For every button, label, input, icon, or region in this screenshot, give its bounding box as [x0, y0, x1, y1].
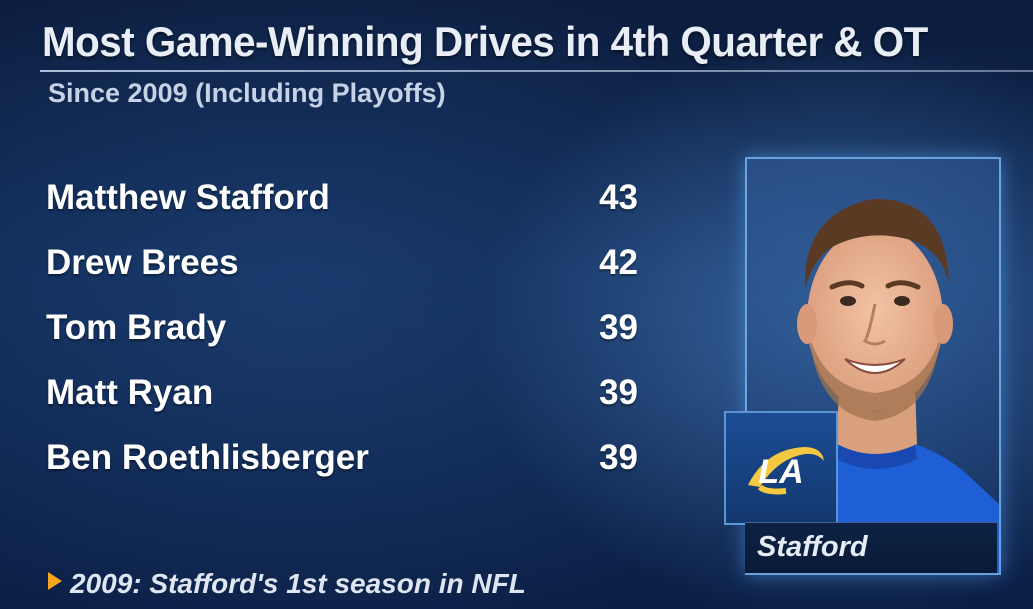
list-item: Ben Roethlisberger 39: [46, 438, 646, 503]
drive-count: 39: [599, 308, 638, 347]
player-name-bar: Stafford: [745, 522, 997, 573]
title-divider: [40, 70, 1033, 72]
drive-count: 42: [599, 243, 638, 282]
page-subtitle: Since 2009 (Including Playoffs): [48, 78, 446, 108]
rams-logo-icon: LA: [748, 447, 824, 495]
list-item: Matthew Stafford 43: [46, 178, 646, 243]
team-logo: LA: [724, 411, 838, 525]
list-item: Drew Brees 42: [46, 243, 646, 308]
player-card-name: Stafford: [757, 531, 868, 563]
arrow-icon: [48, 572, 62, 590]
footnote-text: 2009: Stafford's 1st season in NFL: [70, 568, 526, 599]
player-name: Matthew Stafford: [46, 178, 330, 217]
player-name: Drew Brees: [46, 243, 239, 282]
logo-text: LA: [758, 453, 803, 491]
list-item: Tom Brady 39: [46, 308, 646, 373]
drive-count: 43: [599, 178, 638, 217]
drive-count: 39: [599, 438, 638, 477]
player-name: Matt Ryan: [46, 373, 214, 412]
player-name: Tom Brady: [46, 308, 227, 347]
page-title: Most Game-Winning Drives in 4th Quarter …: [42, 18, 928, 65]
list-item: Matt Ryan 39: [46, 373, 646, 438]
footnote: 2009: Stafford's 1st season in NFL: [48, 568, 526, 600]
drive-count: 39: [599, 373, 638, 412]
leaders-list: Matthew Stafford 43 Drew Brees 42 Tom Br…: [46, 178, 646, 503]
player-name: Ben Roethlisberger: [46, 438, 369, 477]
